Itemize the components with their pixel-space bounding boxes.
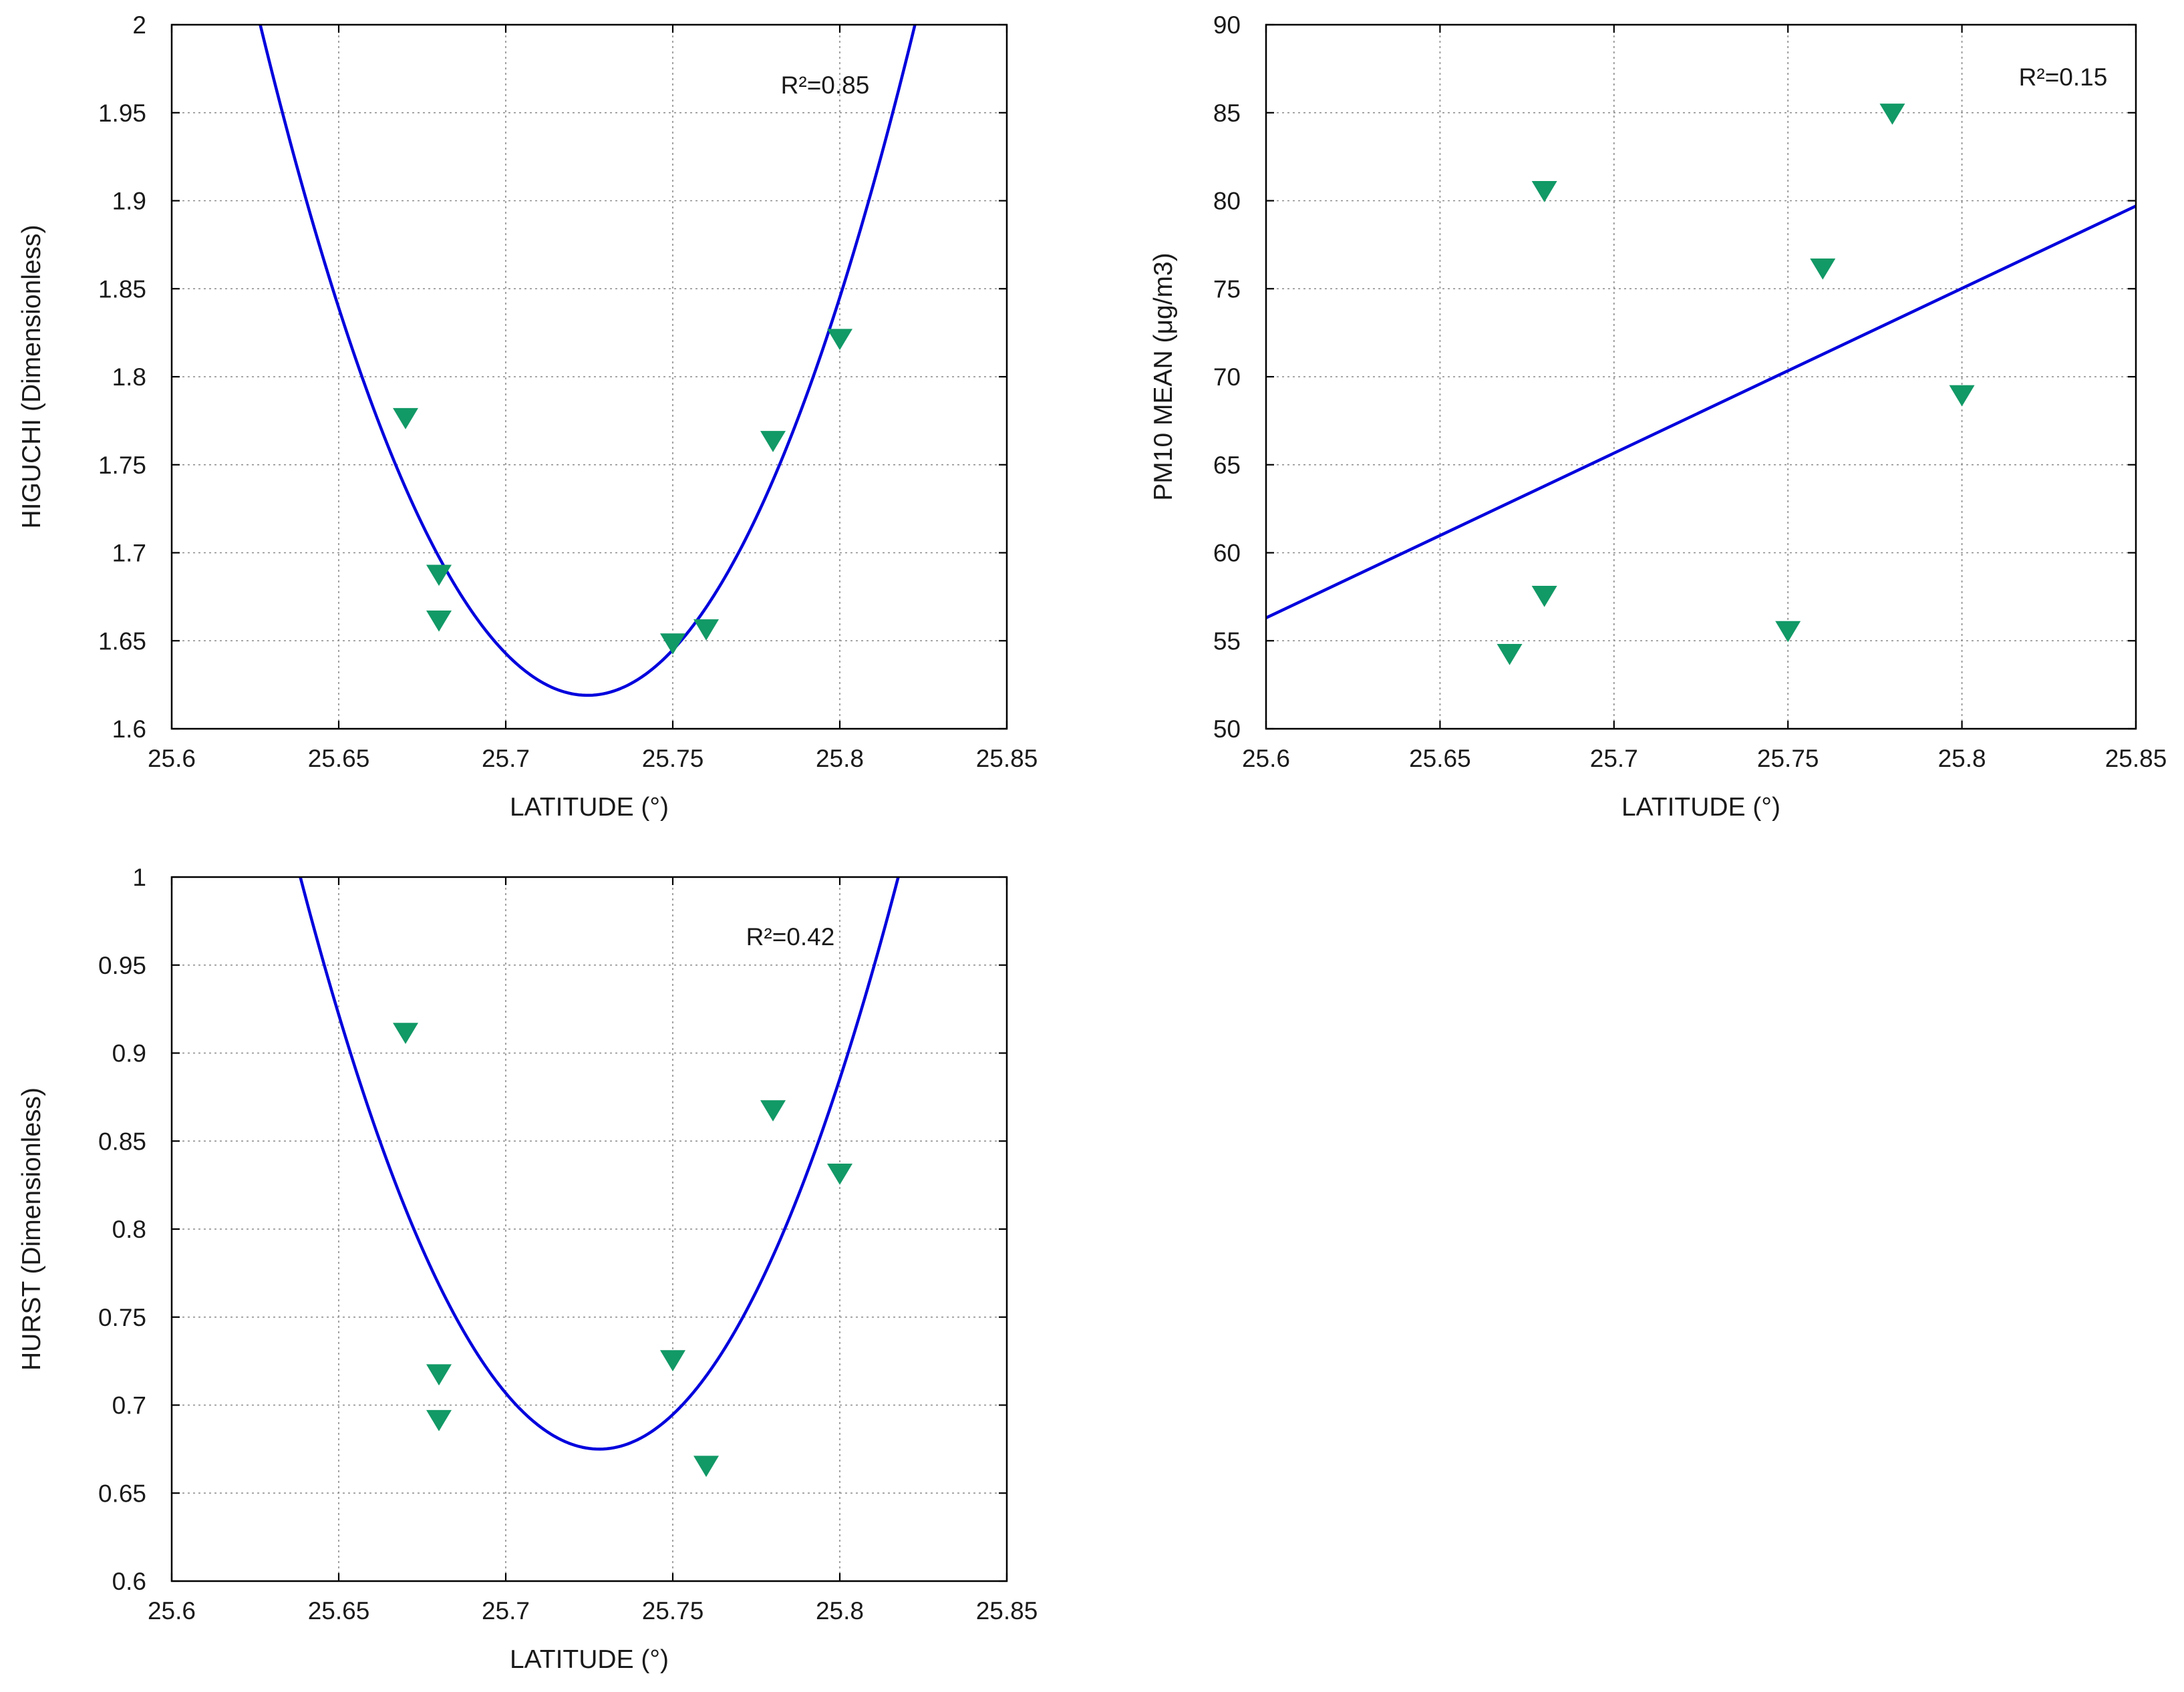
x-tick-label: 25.75 <box>1757 745 1819 772</box>
x-tick-label: 25.65 <box>308 1597 370 1625</box>
grid <box>1266 25 2136 729</box>
y-tick-label: 1.6 <box>112 715 146 743</box>
x-axis-label: LATITUDE (°) <box>510 1645 669 1674</box>
data-point <box>1949 385 1975 407</box>
fit-curve <box>299 877 900 1451</box>
x-tick-label: 25.75 <box>642 1597 704 1625</box>
y-tick-label: 65 <box>1213 452 1241 479</box>
fit-curve <box>1266 204 2136 620</box>
x-axis-label: LATITUDE (°) <box>1621 793 1780 822</box>
x-tick-label: 25.8 <box>1938 745 1986 772</box>
y-axis-label: PM10 MEAN (μg/m3) <box>1149 252 1178 500</box>
x-tick-label: 25.85 <box>976 1597 1038 1625</box>
x-tick-label: 25.8 <box>816 745 864 772</box>
data-point <box>827 1164 852 1185</box>
y-tick-label: 1.75 <box>98 452 146 479</box>
data-point <box>426 1364 452 1386</box>
x-tick-label: 25.75 <box>642 745 704 772</box>
x-tick-label: 25.65 <box>1409 745 1471 772</box>
data-point <box>693 1456 719 1478</box>
y-tick-label: 70 <box>1213 363 1241 391</box>
data-point <box>393 1023 418 1044</box>
data-point <box>760 431 786 452</box>
x-axis-label: LATITUDE (°) <box>510 793 669 822</box>
data-point <box>760 1100 786 1122</box>
data-point <box>693 619 719 641</box>
data-point <box>1497 644 1523 665</box>
x-tick-label: 25.7 <box>482 1597 530 1625</box>
x-tick-label: 25.6 <box>1242 745 1290 772</box>
data-point <box>660 1350 685 1372</box>
y-axis-label: HIGUCHI (Dimensionless) <box>17 224 46 528</box>
x-tick-label: 25.7 <box>1590 745 1638 772</box>
y-tick-label: 0.7 <box>112 1392 146 1419</box>
y-tick-label: 0.75 <box>98 1304 146 1331</box>
y-tick-label: 1.7 <box>112 540 146 567</box>
chart-pm10: 25.6 25.65 25.7 25.75 25.8 25.85 50 55 60 65 70 75 8… <box>1149 11 2167 822</box>
y-tick-label: 0.8 <box>112 1216 146 1243</box>
y-tick-label: 1 <box>132 864 146 891</box>
r-squared-label: R²=0.42 <box>746 923 835 951</box>
y-tick-label: 75 <box>1213 275 1241 303</box>
chart-hurst: 25.6 25.65 25.7 25.75 25.8 25.85 0.6 0.65 0.7 0.7… <box>17 864 1038 1674</box>
y-tick-label: 60 <box>1213 540 1241 567</box>
y-tick-label: 80 <box>1213 188 1241 215</box>
y-tick-label: 0.95 <box>98 952 146 979</box>
r-squared-label: R²=0.85 <box>781 71 870 99</box>
y-tick-label: 55 <box>1213 627 1241 655</box>
data-point <box>1531 586 1557 607</box>
y-tick-label: 1.9 <box>112 188 146 215</box>
x-tick-label: 25.85 <box>2105 745 2167 772</box>
x-tick-label: 25.85 <box>976 745 1038 772</box>
y-tick-label: 0.65 <box>98 1480 146 1507</box>
x-tick-label: 25.6 <box>148 1597 196 1625</box>
y-tick-label: 50 <box>1213 715 1241 743</box>
grid <box>172 25 1007 729</box>
data-point <box>426 564 452 586</box>
data-point <box>1531 181 1557 202</box>
y-tick-label: 1.8 <box>112 363 146 391</box>
data-point <box>660 633 685 655</box>
y-tick-label: 85 <box>1213 100 1241 127</box>
y-axis-label: HURST (Dimensionless) <box>17 1087 46 1371</box>
y-tick-label: 90 <box>1213 11 1241 39</box>
data-point <box>426 1409 452 1431</box>
data-point <box>1775 621 1801 643</box>
y-tick-label: 0.85 <box>98 1128 146 1155</box>
y-tick-label: 0.6 <box>112 1568 146 1595</box>
data-point <box>426 610 452 632</box>
data-point <box>1879 104 1905 125</box>
y-tick-label: 1.85 <box>98 275 146 303</box>
y-tick-label: 1.65 <box>98 627 146 655</box>
grid <box>172 877 1007 1581</box>
y-tick-label: 2 <box>132 11 146 39</box>
data-point <box>827 329 852 351</box>
data-point <box>1810 258 1836 280</box>
x-tick-label: 25.65 <box>308 745 370 772</box>
x-tick-label: 25.8 <box>816 1597 864 1625</box>
x-tick-label: 25.6 <box>148 745 196 772</box>
data-point <box>393 407 418 430</box>
x-tick-label: 25.7 <box>482 745 530 772</box>
y-tick-label: 0.9 <box>112 1040 146 1067</box>
r-squared-label: R²=0.15 <box>2019 63 2108 91</box>
y-tick-label: 1.95 <box>98 100 146 127</box>
fit-curve <box>259 25 917 697</box>
chart-higuchi: 25.6 25.65 25.7 25.75 25.8 25.85 1.6 1.65 1.7 1.7… <box>17 11 1038 822</box>
